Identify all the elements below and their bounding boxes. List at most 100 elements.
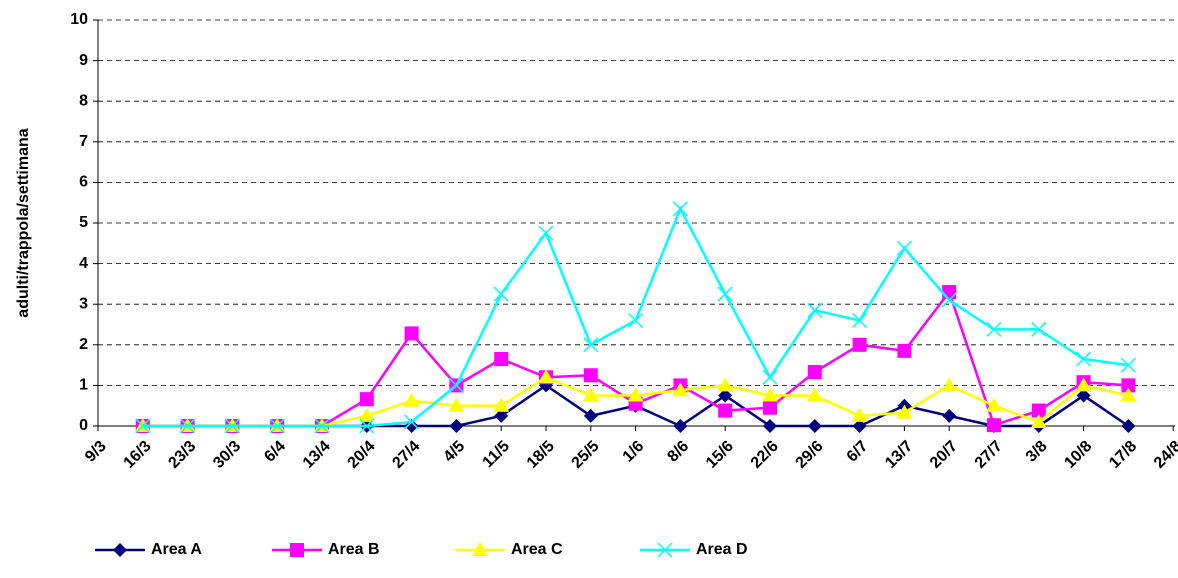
data-point [896, 404, 913, 419]
x-tick-label: 16/3 [121, 438, 155, 472]
data-point [1076, 388, 1091, 403]
data-point [762, 369, 778, 385]
data-point [314, 418, 330, 434]
data-point [359, 392, 374, 407]
data-point [763, 400, 777, 415]
x-tick-label: 30/3 [210, 438, 244, 472]
x-tick-label: 18/5 [524, 438, 558, 472]
legend-marker [472, 542, 488, 556]
data-point [404, 326, 419, 341]
x-tick-label: 10/8 [1061, 438, 1095, 472]
data-point [1120, 387, 1137, 402]
data-point [672, 382, 689, 397]
data-point [358, 407, 375, 422]
data-point [852, 419, 867, 433]
data-point [717, 286, 733, 302]
y-tick-label: 9 [79, 52, 88, 69]
legend-label: Area B [328, 541, 380, 558]
y-tick-label: 6 [79, 174, 88, 191]
data-point [942, 408, 957, 423]
data-point [448, 377, 464, 393]
data-point [762, 387, 778, 402]
data-point [718, 388, 733, 403]
data-point [583, 408, 598, 423]
data-point [896, 240, 912, 256]
data-point [493, 397, 510, 412]
legend-label: Area C [511, 541, 563, 558]
data-point [807, 302, 823, 318]
x-tick-label: 11/5 [480, 438, 513, 471]
data-point [628, 312, 644, 328]
x-tick-label: 6/7 [844, 438, 872, 466]
data-point [582, 387, 599, 402]
x-tick-label: 27/4 [389, 438, 423, 472]
data-point [1076, 351, 1092, 367]
data-point [538, 369, 554, 384]
data-point [987, 418, 1001, 433]
legend-marker [290, 543, 304, 557]
data-point [493, 286, 509, 302]
data-point [941, 292, 957, 308]
data-point [717, 377, 734, 392]
x-tick-label: 29/6 [793, 438, 827, 472]
y-tick-label: 1 [79, 377, 88, 394]
y-tick-label: 2 [79, 336, 88, 353]
data-point [718, 403, 733, 418]
y-tick-label: 0 [79, 417, 88, 434]
data-point [180, 418, 196, 434]
data-point [627, 387, 644, 402]
data-point [1121, 378, 1136, 393]
x-tick-label: 20/4 [345, 438, 379, 472]
x-tick-label: 23/3 [165, 438, 199, 472]
data-point [583, 368, 598, 383]
data-point [852, 337, 867, 352]
data-point [672, 201, 688, 217]
x-tick-label: 6/4 [261, 438, 289, 466]
data-point [538, 225, 554, 241]
x-tick-label: 4/5 [440, 438, 468, 466]
y-tick-label: 4 [79, 255, 88, 272]
data-point [763, 419, 777, 433]
data-point [224, 418, 240, 434]
x-tick-label: 9/3 [82, 438, 110, 466]
data-point [583, 337, 599, 353]
data-point [673, 419, 688, 433]
legend-label: Area D [696, 541, 748, 558]
data-point [1030, 413, 1047, 428]
legend-marker [657, 542, 673, 558]
data-point [403, 392, 420, 407]
x-tick-label: 1/6 [620, 438, 648, 466]
data-point [851, 407, 868, 422]
x-tick-label: 17/8 [1106, 438, 1140, 472]
data-point [807, 419, 822, 433]
y-tick-label: 8 [79, 92, 88, 109]
y-axis-label: adulti/trappola/settimana [15, 128, 32, 317]
data-point [1120, 357, 1136, 373]
data-point [852, 312, 868, 328]
y-tick-label: 3 [79, 295, 88, 312]
data-point [359, 418, 375, 434]
y-tick-label: 7 [79, 133, 88, 150]
data-point [449, 419, 464, 433]
data-point [897, 343, 912, 358]
y-tick-label: 5 [79, 214, 88, 231]
x-tick-label: 24/8 [1151, 438, 1178, 472]
x-tick-label: 20/7 [927, 438, 961, 472]
x-tick-label: 13/4 [300, 438, 334, 472]
data-point [806, 387, 823, 402]
data-point [135, 418, 151, 434]
x-tick-label: 13/7 [882, 438, 916, 472]
x-tick-label: 27/7 [972, 438, 1006, 472]
data-point [1075, 377, 1092, 392]
data-point [986, 397, 1002, 412]
y-tick-label: 10 [70, 11, 88, 28]
data-point [1121, 419, 1136, 433]
data-point [494, 408, 509, 423]
data-point [404, 414, 420, 430]
x-tick-label: 22/6 [748, 438, 782, 472]
data-point [1031, 321, 1047, 337]
legend-label: Area A [151, 541, 202, 558]
data-point [807, 365, 822, 380]
data-point [494, 352, 509, 367]
